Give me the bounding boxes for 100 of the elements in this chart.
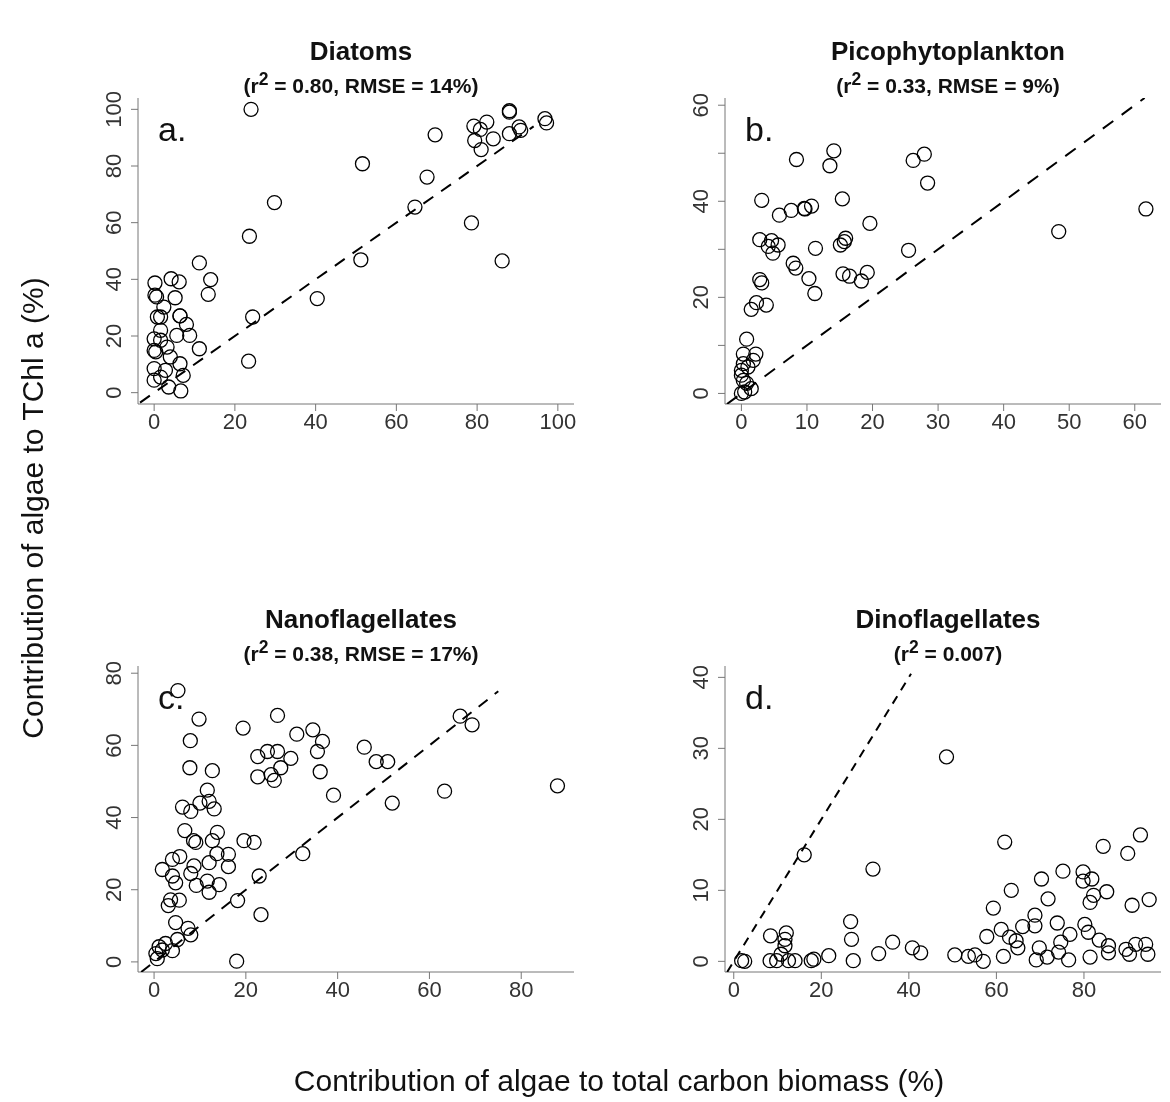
point <box>822 158 838 174</box>
point <box>801 270 817 287</box>
point <box>161 379 177 395</box>
x-tick-label: 80 <box>508 976 534 1002</box>
point <box>862 215 878 232</box>
point <box>826 143 842 159</box>
y-tick-label: 40 <box>101 805 126 830</box>
point <box>245 309 261 325</box>
point <box>200 286 216 302</box>
x-tick-label: 100 <box>539 408 577 434</box>
point <box>191 341 208 357</box>
point <box>241 228 258 244</box>
point <box>835 266 851 282</box>
y-tick-label: 10 <box>688 878 713 903</box>
y-tick-label: 40 <box>688 189 713 214</box>
point <box>743 380 759 397</box>
point <box>146 372 162 388</box>
x-tick-label: 80 <box>1071 976 1097 1002</box>
point <box>173 383 189 399</box>
point <box>745 352 761 368</box>
y-tick-label: 60 <box>688 92 713 118</box>
point <box>538 115 555 131</box>
x-tick-label: 50 <box>1056 408 1082 434</box>
annotation: c. <box>158 678 185 717</box>
x-tick-label: 20 <box>860 408 885 434</box>
point <box>743 301 759 318</box>
y-tick-label: 100 <box>101 90 126 128</box>
annotation: a. <box>158 110 187 149</box>
point <box>163 271 179 287</box>
point <box>172 356 188 372</box>
x-tick-label: 0 <box>735 408 748 434</box>
point <box>841 268 858 284</box>
point <box>763 233 780 249</box>
y-tick-label: 40 <box>101 267 126 292</box>
point <box>740 359 756 375</box>
point <box>836 233 852 250</box>
point <box>463 215 480 231</box>
point <box>467 132 483 149</box>
point <box>243 101 259 117</box>
x-tick-label: 40 <box>896 976 922 1002</box>
x-tick-label: 0 <box>727 976 740 1002</box>
point <box>169 327 185 344</box>
y-tick-label: 30 <box>688 736 713 761</box>
y-tick-label: 60 <box>101 210 126 235</box>
y-tick-label: 80 <box>101 153 126 179</box>
x-tick-label: 20 <box>809 976 834 1002</box>
point <box>152 369 169 385</box>
point <box>760 238 776 255</box>
y-tick-label: 20 <box>688 807 713 832</box>
point <box>479 114 495 130</box>
x-tick-label: 60 <box>984 976 1009 1002</box>
y-tick-label: 40 <box>688 665 713 690</box>
point <box>146 360 162 377</box>
point <box>162 349 178 365</box>
chart-title: Picophytoplankton <box>830 36 1066 66</box>
point <box>748 294 765 311</box>
point <box>157 362 174 378</box>
point <box>788 260 804 276</box>
point <box>754 275 770 291</box>
point <box>832 237 849 253</box>
point <box>354 156 371 172</box>
point <box>733 385 750 402</box>
x-tick-label: 40 <box>303 408 328 434</box>
point <box>167 290 183 306</box>
point <box>900 242 917 258</box>
chart-subtitle: (r$^{2}$ = 0.007) <box>892 636 1004 667</box>
point <box>473 141 489 158</box>
point <box>182 327 198 344</box>
point <box>834 191 851 207</box>
point <box>427 127 443 143</box>
point <box>537 111 553 127</box>
point <box>765 245 781 261</box>
y-tick-label: 0 <box>101 955 126 969</box>
point <box>752 271 768 288</box>
point <box>472 121 488 138</box>
point <box>309 290 325 307</box>
point <box>905 152 921 169</box>
point <box>152 332 169 348</box>
point <box>788 151 805 168</box>
annotation: d. <box>745 678 774 717</box>
point <box>178 316 195 333</box>
point <box>738 331 755 347</box>
point <box>859 264 875 281</box>
point <box>191 255 208 271</box>
x-tick-label: 20 <box>233 976 259 1002</box>
y-tick-label: 20 <box>688 285 713 310</box>
point <box>159 339 175 355</box>
point <box>783 202 799 219</box>
y-tick-label: 60 <box>101 733 126 758</box>
point <box>353 252 369 268</box>
point <box>171 274 187 290</box>
point <box>754 192 770 208</box>
x-tick-label: 60 <box>384 408 409 434</box>
chart-subtitle: (r$^{2}$ = 0.80, RMSE = 14%) <box>242 68 480 99</box>
point <box>733 362 750 379</box>
x-tick-label: 80 <box>464 408 490 434</box>
y-tick-label: 0 <box>688 955 713 968</box>
chart-subtitle: (r$^{2}$ = 0.33, RMSE = 9%) <box>835 68 1061 99</box>
x-tick-label: 0 <box>147 976 161 1002</box>
point <box>501 126 518 142</box>
